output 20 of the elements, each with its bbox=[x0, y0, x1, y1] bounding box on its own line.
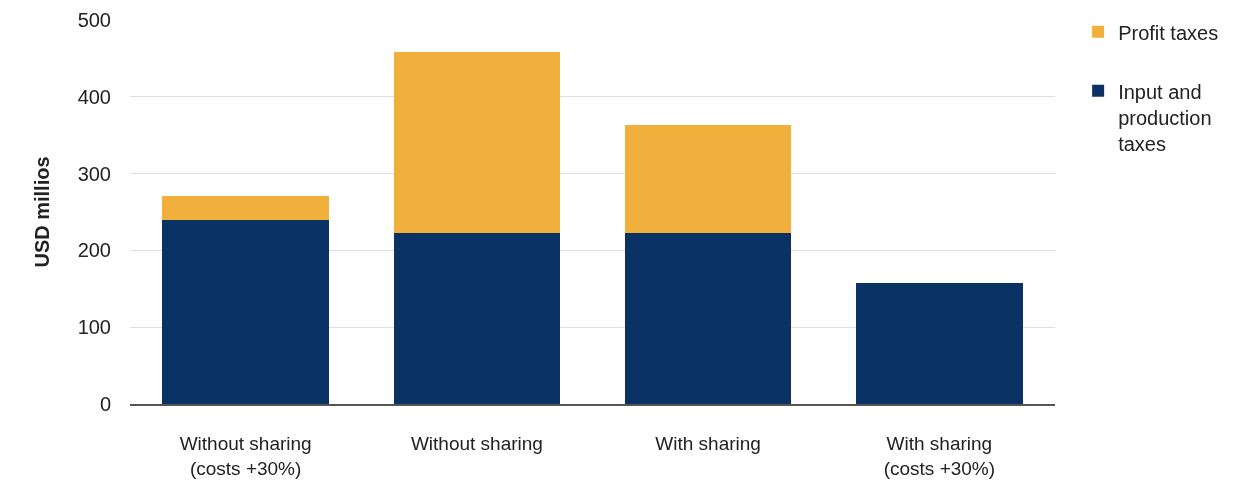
x-tick-label: With sharing (costs +30%) bbox=[883, 433, 996, 479]
bar bbox=[856, 282, 1023, 404]
bar bbox=[393, 232, 561, 404]
y-tick-label: 400 bbox=[77, 85, 111, 108]
legend-label: Input and production taxes bbox=[1118, 80, 1212, 155]
y-tick-label: 100 bbox=[77, 316, 111, 339]
x-tick-label: Without sharing (costs +30%) bbox=[179, 433, 312, 479]
legend-label: Profit taxes bbox=[1118, 21, 1219, 44]
y-tick-label: 0 bbox=[99, 393, 111, 415]
y-tick-label: 200 bbox=[77, 239, 111, 262]
y-tick-label: 500 bbox=[77, 9, 111, 31]
y-tick-label: 300 bbox=[77, 162, 111, 185]
y-axis-title: USD millios bbox=[31, 156, 54, 268]
bar bbox=[624, 232, 792, 404]
x-tick-label: Without sharing bbox=[410, 433, 543, 455]
bar bbox=[393, 52, 561, 233]
bar bbox=[162, 195, 329, 220]
bar bbox=[162, 219, 329, 404]
bar bbox=[624, 125, 792, 233]
x-tick-label: With sharing bbox=[655, 433, 761, 455]
